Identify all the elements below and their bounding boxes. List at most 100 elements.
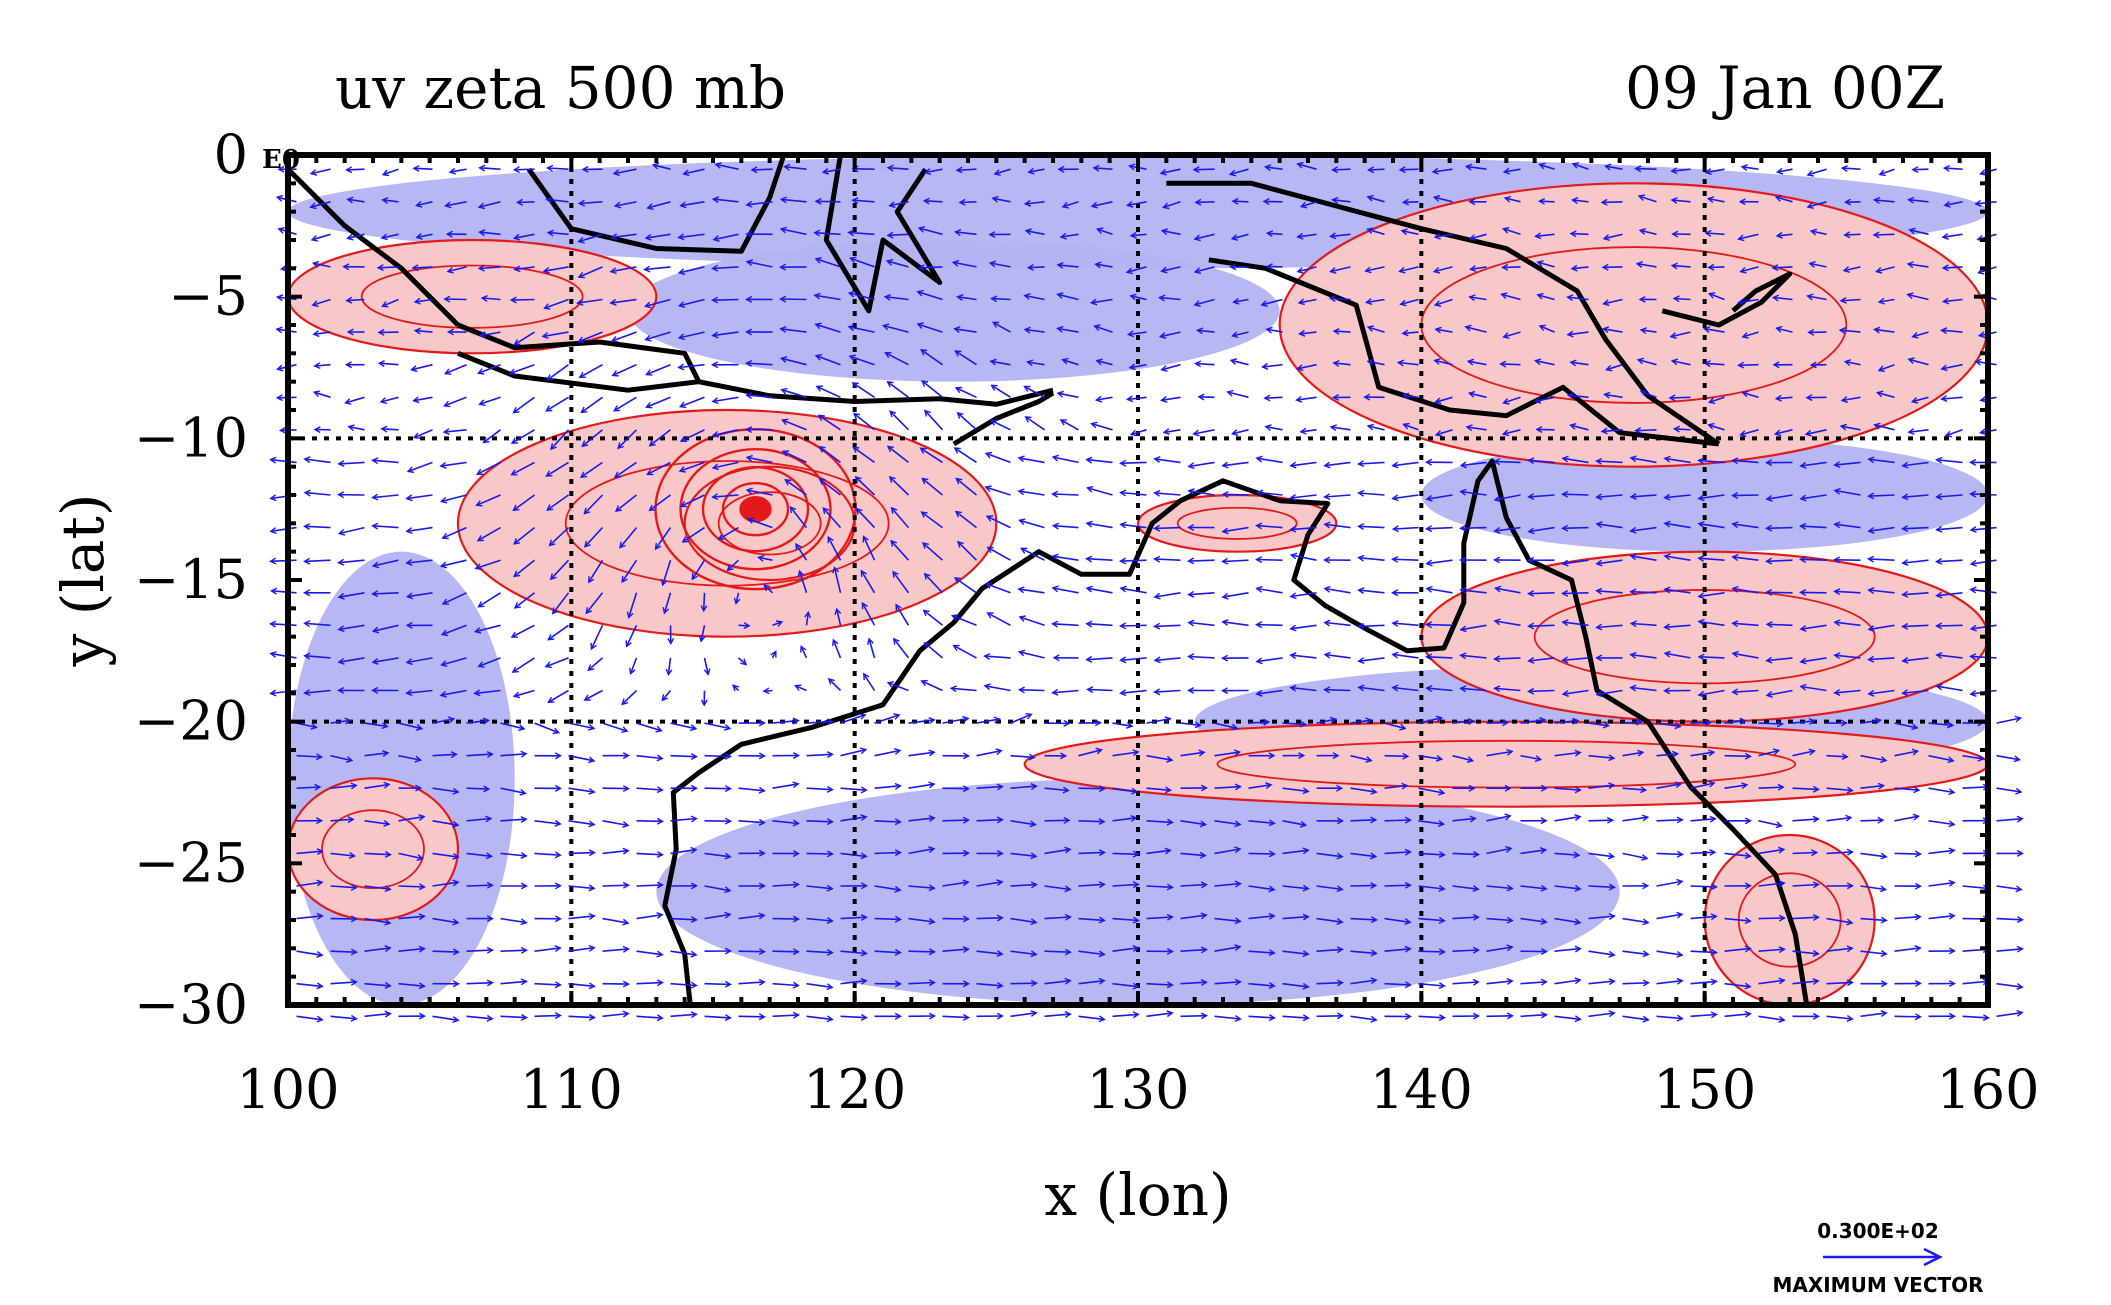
wind-vector-head xyxy=(1561,559,1569,567)
wind-vector-head xyxy=(1187,653,1195,661)
wind-vector xyxy=(1486,980,1513,985)
wind-vector xyxy=(985,452,1011,464)
wind-vector-head xyxy=(1193,267,1202,275)
wind-vector-head xyxy=(452,879,460,887)
wind-vector xyxy=(270,623,297,627)
wind-vector xyxy=(1248,852,1275,855)
wind-vector xyxy=(1690,851,1715,855)
wind-vector-head xyxy=(1708,749,1716,757)
wind-vector-head xyxy=(990,384,998,391)
wind-vector-head xyxy=(512,406,520,414)
wind-vector-head xyxy=(418,813,426,821)
wind-vector-head xyxy=(792,850,800,858)
wind-vector-head xyxy=(1187,590,1195,598)
wind-vector xyxy=(398,915,425,920)
wind-vector-head xyxy=(1942,164,1950,172)
wind-vector-head xyxy=(1799,494,1807,502)
wind-vector xyxy=(613,396,637,412)
wind-vector xyxy=(1010,917,1037,924)
wind-vector-head xyxy=(1398,166,1406,174)
wind-vector-head xyxy=(1765,588,1773,596)
wind-vector xyxy=(1316,948,1343,952)
wind-vector-head xyxy=(690,784,698,792)
wind-vector xyxy=(1622,982,1649,985)
wind-vector-head xyxy=(848,354,856,362)
wind-vector xyxy=(1834,461,1861,466)
wind-vector-head xyxy=(1607,852,1616,860)
wind-vector-head xyxy=(1095,747,1104,755)
wind-vector xyxy=(678,363,705,369)
wind-vector-head xyxy=(916,322,924,329)
wind-vector xyxy=(568,885,595,890)
wind-vector xyxy=(670,848,697,855)
wind-vector xyxy=(1656,852,1683,856)
negative-vorticity-region xyxy=(628,240,1280,382)
wind-vector-head xyxy=(1261,362,1269,370)
wind-vector-head xyxy=(1357,460,1365,468)
wind-vector-head xyxy=(928,846,936,854)
wind-vector xyxy=(584,689,603,701)
wind-vector xyxy=(703,657,709,675)
wind-vector-head xyxy=(1098,1015,1106,1023)
wind-vector xyxy=(1324,461,1351,467)
wind-vector xyxy=(330,754,353,762)
wind-vector xyxy=(1505,197,1521,203)
wind-vector-head xyxy=(478,229,486,237)
wind-vector xyxy=(1758,948,1785,952)
wind-vector xyxy=(1180,820,1206,826)
wind-vector-head xyxy=(337,657,345,665)
wind-vector xyxy=(1426,687,1453,692)
wind-vector-head xyxy=(886,164,894,172)
wind-vector xyxy=(1562,621,1589,627)
wind-vector xyxy=(1970,588,1997,594)
wind-vector-head xyxy=(1740,164,1748,171)
wind-vector xyxy=(398,754,421,761)
wind-vector-head xyxy=(1697,457,1705,465)
wind-vector-head xyxy=(1229,263,1237,271)
wind-vector-head xyxy=(1391,684,1399,692)
wind-vector-head xyxy=(1255,621,1263,629)
wind-vector xyxy=(1724,917,1751,922)
wind-vector-head xyxy=(928,884,936,892)
wind-vector-head xyxy=(1098,785,1106,793)
wind-vector-head xyxy=(1806,202,1814,209)
wind-vector xyxy=(818,414,841,431)
wind-vector-head xyxy=(1901,559,1909,567)
wind-vector xyxy=(670,917,697,921)
wind-vector-head xyxy=(486,1014,494,1022)
wind-vector-head xyxy=(758,1013,766,1021)
wind-vector-head xyxy=(1506,1012,1514,1020)
wind-vector-head xyxy=(1402,422,1410,430)
wind-vector xyxy=(1738,233,1759,240)
wind-vector-head xyxy=(1561,690,1569,697)
wind-vector xyxy=(1732,523,1759,529)
wind-vector-head xyxy=(1833,689,1841,696)
wind-vector-head xyxy=(311,300,319,308)
wind-vector-head xyxy=(826,948,834,956)
wind-vector-head xyxy=(1948,788,1956,796)
wind-vector xyxy=(856,508,876,529)
wind-vector xyxy=(1188,461,1215,468)
wind-vector xyxy=(444,298,467,301)
wind-vector-head xyxy=(952,644,960,651)
wind-vector-head xyxy=(1914,979,1922,987)
wind-vector xyxy=(1868,589,1895,594)
coastline-new-guinea-south xyxy=(1208,257,1720,447)
wind-vector-head xyxy=(894,948,902,956)
wind-vector xyxy=(610,266,637,273)
wind-vector xyxy=(874,851,901,855)
wind-vector-head xyxy=(779,295,787,303)
wind-vector-head xyxy=(996,1012,1004,1020)
wind-vector xyxy=(483,429,501,444)
wind-vector-head xyxy=(1574,945,1582,953)
wind-vector-head xyxy=(1574,918,1582,926)
wind-vector-head xyxy=(862,535,869,543)
wind-vector-head xyxy=(1833,487,1841,495)
wind-vector-head xyxy=(1265,326,1273,334)
wind-vector-head xyxy=(745,487,753,495)
wind-vector xyxy=(602,849,629,855)
wind-vector-head xyxy=(1265,263,1273,271)
wind-vector-head xyxy=(818,445,826,453)
wind-vector xyxy=(296,982,323,988)
wind-vector xyxy=(1724,982,1751,988)
